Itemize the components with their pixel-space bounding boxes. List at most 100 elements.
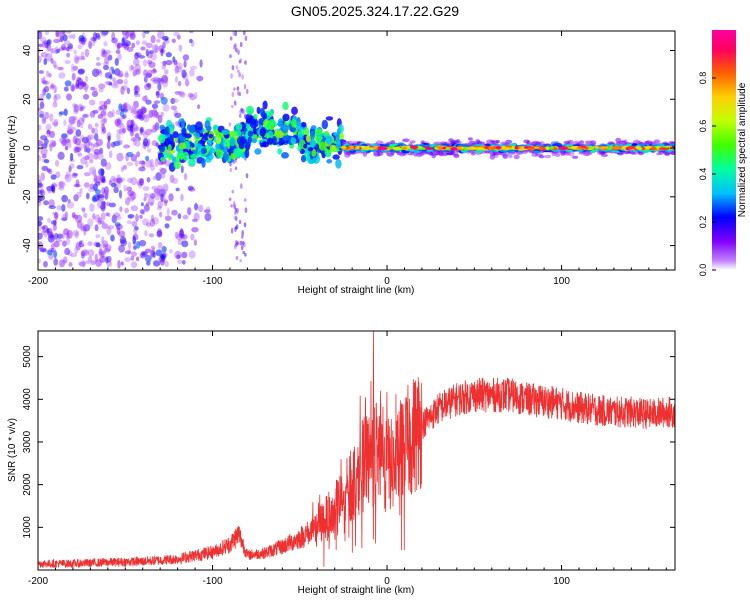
- spectrogram-scatter-point: [96, 152, 104, 160]
- spectrogram-scatter-point: [104, 72, 112, 79]
- spectrogram-scatter-point: [143, 31, 150, 34]
- spectrogram-scatter-point: [190, 233, 195, 241]
- spectrogram-band-point: [229, 167, 233, 172]
- spectrogram-blob: [267, 130, 274, 140]
- spectrogram-carrier-peak: [457, 146, 462, 150]
- spectrogram-blob: [234, 130, 242, 137]
- spectrogram-halo: [489, 154, 495, 160]
- spectrogram-scatter-point: [114, 118, 122, 127]
- spectrogram-scatter-point: [94, 122, 99, 128]
- spectrogram-scatter-point: [66, 201, 75, 209]
- spectrogram-scatter-point: [147, 193, 151, 198]
- spectrogram-scatter-point: [188, 250, 196, 259]
- spectrogram-scatter-point: [160, 77, 164, 85]
- spectrogram-scatter-point: [145, 128, 152, 136]
- spectrogram-scatter-point: [43, 260, 48, 268]
- spectrogram-scatter-point: [171, 98, 179, 103]
- spectrogram-scatter-point: [81, 207, 86, 213]
- spectrogram-blob: [203, 132, 210, 141]
- spectrogram-scatter-point: [54, 212, 58, 221]
- spectrogram-scatter-point: [162, 104, 170, 112]
- spectrogram-scatter-point: [43, 85, 50, 93]
- spectrogram-scatter-point: [143, 76, 148, 83]
- spectrogram-blob: [195, 143, 202, 149]
- spectrogram-scatter-point: [52, 60, 57, 68]
- spectrogram-scatter-point: [74, 246, 79, 255]
- spectrogram-scatter-point: [79, 107, 84, 112]
- spectrogram-scatter-point: [71, 83, 76, 92]
- spectrogram-scatter-point: [79, 81, 87, 87]
- spectrogram-scatter-point: [179, 91, 186, 98]
- spectrogram-scatter-point: [174, 91, 181, 95]
- spectrogram-band-point: [228, 197, 232, 201]
- spectrogram-blob: [178, 142, 186, 150]
- snr-panel: -200 -100 0 100 1000 2000 3000 4000 5000 Height …: [7, 330, 676, 596]
- spectrogram-scatter-point: [103, 64, 109, 71]
- spectrogram-carrier-peak: [605, 146, 614, 150]
- spectrogram-scatter-point: [58, 72, 66, 79]
- spectrogram-scatter-point: [164, 215, 172, 222]
- colorbar: 0.0 0.2 0.4 0.6 0.8 Normalized spectral ampl…: [698, 30, 748, 276]
- spectrogram-band-point: [241, 230, 244, 236]
- spectrogram-scatter-point: [118, 128, 126, 135]
- spectrogram-carrier-peak: [363, 147, 369, 151]
- spectrogram-scatter-point: [126, 151, 134, 158]
- spectrogram-scatter-point: [100, 212, 106, 221]
- spectrogram-band-point: [234, 207, 238, 213]
- spectrogram-scatter-point: [172, 177, 179, 185]
- spectrogram-scatter-point: [145, 222, 152, 228]
- spectrogram-scatter-point: [138, 55, 146, 59]
- spectrogram-scatter-point: [66, 93, 72, 101]
- spectrogram-scatter-point: [82, 93, 90, 100]
- spectrogram-scatter-point: [161, 65, 167, 70]
- spectrogram-scatter-point: [159, 167, 164, 173]
- spectrogram-scatter-point: [103, 248, 111, 253]
- spectrogram-scatter-point: [76, 76, 82, 82]
- spectrogram-scatter-point: [156, 205, 162, 211]
- spectrogram-scatter-point: [113, 186, 119, 194]
- spectrogram-halo: [386, 152, 394, 157]
- spectrogram-scatter-point: [157, 200, 164, 209]
- spectrogram-scatter-point: [152, 44, 159, 53]
- spectrogram-band-point: [234, 43, 237, 48]
- spectrogram-scatter-point: [124, 101, 128, 109]
- spectrogram-scatter-point: [147, 59, 153, 65]
- spectrogram-scatter-point: [40, 77, 45, 83]
- spectrogram-scatter-point: [127, 215, 134, 220]
- spectrogram-scatter-point: [154, 45, 158, 54]
- spectrogram-blob: [173, 160, 181, 170]
- spectrogram-band-point: [238, 72, 241, 78]
- spectrogram-scatter-point: [127, 214, 135, 219]
- spectrogram-scatter-point: [143, 69, 148, 77]
- spectrogram-scatter-point: [178, 90, 185, 96]
- spectrogram-scatter-point: [153, 110, 159, 118]
- spectrogram-scatter-point: [81, 56, 86, 61]
- spectrogram-scatter-point: [75, 129, 82, 137]
- spectrogram-carrier-peak: [650, 147, 657, 150]
- spectrogram-scatter-point: [130, 65, 135, 70]
- spectrogram-halo: [600, 153, 609, 157]
- spectrogram-scatter-point: [128, 31, 136, 39]
- x-tick-label: 100: [553, 576, 570, 587]
- spectrogram-scatter-point: [139, 214, 143, 219]
- spectrogram-scatter-point: [38, 154, 42, 162]
- spectrogram-scatter-point: [178, 80, 182, 87]
- spectrogram-scatter-point: [115, 118, 120, 127]
- spectrogram-scatter-point: [123, 78, 128, 86]
- spectrogram-scatter-point: [107, 54, 113, 61]
- spectrogram-scatter-point: [45, 53, 53, 62]
- spectrogram-scatter-point: [203, 209, 211, 214]
- spectrogram-scatter-point: [92, 109, 99, 114]
- spectrogram-scatter-point: [141, 40, 148, 45]
- spectrogram-scatter-point: [38, 258, 41, 264]
- spectrogram-scatter-point: [119, 122, 125, 130]
- spectrogram-blob: [305, 134, 312, 143]
- spectrogram-scatter-point: [155, 112, 160, 119]
- spectrogram-carrier-peak: [410, 145, 419, 149]
- spectrogram-band-point: [231, 104, 234, 109]
- spectrogram-blob: [319, 141, 326, 151]
- spectrogram-carrier-band: [639, 143, 645, 147]
- spectrogram-scatter-point: [38, 31, 43, 34]
- spectrogram-scatter-point: [61, 213, 68, 220]
- spectrogram-scatter-point: [52, 211, 57, 216]
